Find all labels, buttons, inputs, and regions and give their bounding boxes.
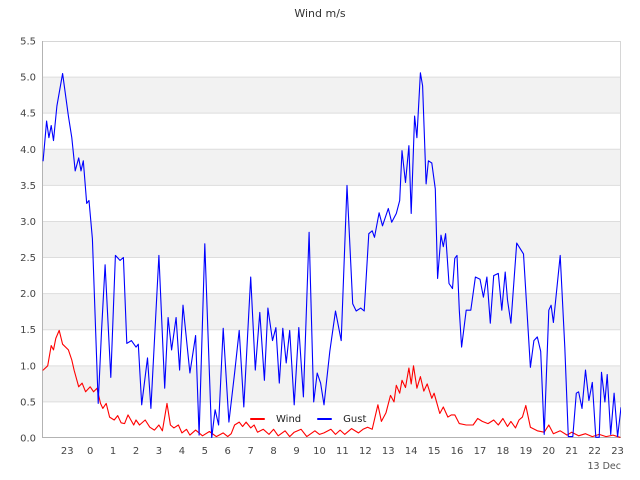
- x-tick-label: 13: [382, 446, 395, 457]
- plot-band: [42, 257, 621, 294]
- y-tick-label: 2.5: [20, 253, 36, 264]
- legend-label-wind: Wind: [276, 413, 302, 425]
- plot-band: [42, 293, 621, 330]
- legend-item-gust: Gust: [317, 414, 366, 425]
- wind-line: [42, 329, 621, 438]
- y-tick-label: 4.5: [20, 109, 36, 120]
- x-tick-label: 17: [474, 446, 487, 457]
- x-tick-label: 4: [179, 446, 185, 457]
- y-tick-label: 5.5: [20, 37, 36, 48]
- x-tick-label: 2: [133, 446, 139, 457]
- x-tick-label: 21: [565, 446, 578, 457]
- wind-line-swatch: [250, 417, 265, 421]
- y-tick-label: 2.0: [20, 289, 36, 300]
- x-tick-label: 6: [225, 446, 231, 457]
- x-tick-label: 18: [497, 446, 510, 457]
- plot-band: [42, 185, 621, 222]
- y-tick-label: 0.5: [20, 397, 36, 408]
- x-tick-label: 0: [87, 446, 93, 457]
- plot-band: [42, 113, 621, 150]
- x-tick-label: 23: [61, 446, 74, 457]
- x-tick-label: 14: [405, 446, 418, 457]
- x-tick-label: 9: [293, 446, 299, 457]
- plot-band: [42, 329, 621, 366]
- y-tick-label: 5.0: [20, 73, 36, 84]
- plot-band: [42, 221, 621, 258]
- plot-band: [42, 365, 621, 402]
- x-tick-label: 12: [359, 446, 372, 457]
- x-tick-label: 3: [156, 446, 162, 457]
- plot-band: [42, 149, 621, 186]
- x-tick-label: 15: [428, 446, 441, 457]
- y-tick-label: 1.0: [20, 361, 36, 372]
- x-tick-label: 10: [313, 446, 326, 457]
- legend-label-gust: Gust: [343, 413, 367, 425]
- x-tick-label: 8: [270, 446, 276, 457]
- x-tick-label: 7: [247, 446, 253, 457]
- legend: Wind Gust: [250, 412, 366, 426]
- legend-item-wind: Wind: [250, 414, 301, 425]
- gust-line: [42, 72, 621, 438]
- x-tick-label: 19: [519, 446, 532, 457]
- plot-band: [42, 41, 621, 78]
- gust-line-swatch: [317, 417, 333, 421]
- date-label: 13 Dec: [587, 461, 622, 472]
- y-tick-label: 3.5: [20, 181, 36, 192]
- y-tick-label: 4.0: [20, 145, 36, 156]
- x-tick-label: 20: [542, 446, 555, 457]
- x-tick-label: 5: [202, 446, 208, 457]
- chart-title: Wind m/s: [294, 7, 346, 20]
- x-tick-label: 16: [451, 446, 464, 457]
- x-tick-label: 23: [611, 446, 624, 457]
- y-tick-label: 0.0: [20, 434, 36, 445]
- y-tick-label: 3.0: [20, 217, 36, 228]
- plot-band: [42, 77, 621, 114]
- x-tick-label: 1: [110, 446, 116, 457]
- y-tick-label: 1.5: [20, 325, 36, 336]
- plot-band: [42, 401, 621, 438]
- x-tick-label: 22: [588, 446, 601, 457]
- x-tick-label: 11: [336, 446, 349, 457]
